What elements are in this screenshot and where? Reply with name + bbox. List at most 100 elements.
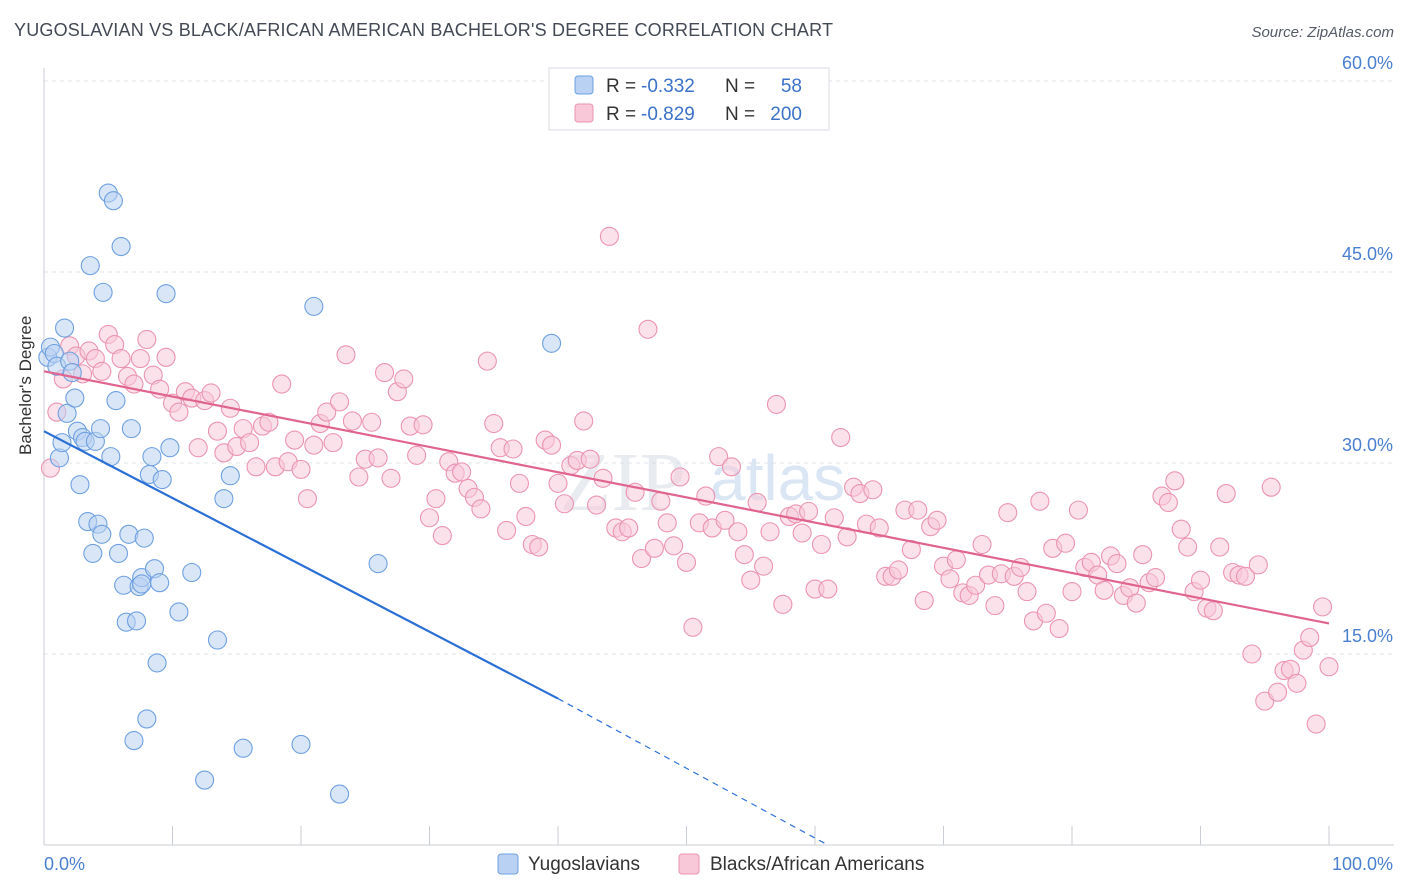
point-blacks [1133, 545, 1153, 565]
point-yugoslavians [195, 770, 215, 790]
point-blacks [1030, 491, 1050, 511]
x-tick-label-min: 0.0% [44, 854, 85, 874]
point-blacks [1242, 644, 1262, 664]
point-blacks [593, 468, 613, 488]
point-blacks [1261, 477, 1281, 497]
point-yugoslavians [111, 236, 131, 257]
point-blacks [1313, 597, 1333, 617]
point-blacks [471, 499, 491, 519]
point-blacks [998, 503, 1018, 523]
point-blacks [554, 494, 574, 514]
point-blacks [888, 560, 909, 580]
point-blacks [291, 459, 311, 479]
point-blacks [734, 545, 754, 565]
point-blacks [207, 421, 228, 441]
point-yugoslavians [83, 543, 103, 563]
point-blacks [741, 570, 761, 590]
point-blacks [548, 473, 568, 493]
point-blacks [92, 361, 112, 381]
point-blacks [1203, 601, 1223, 621]
point-blacks [1126, 593, 1146, 613]
point-blacks [869, 518, 889, 538]
point-blacks [766, 394, 787, 414]
point-blacks [329, 392, 350, 412]
point-blacks [169, 402, 189, 422]
point-blacks [477, 351, 497, 371]
point-blacks [940, 569, 960, 589]
point-blacks [285, 430, 305, 450]
point-blacks [374, 363, 395, 383]
point-blacks [426, 489, 446, 509]
point-yugoslavians [70, 475, 90, 495]
point-blacks [676, 552, 697, 572]
x-tick-label-max: 100.0% [1332, 854, 1393, 874]
point-blacks [1319, 657, 1339, 677]
point-blacks [586, 495, 607, 515]
point-blacks [1049, 618, 1069, 639]
point-yugoslavians [329, 784, 350, 804]
point-blacks [966, 575, 986, 595]
point-blacks [1062, 582, 1082, 602]
point-blacks [1017, 582, 1037, 602]
point-blacks [580, 449, 600, 469]
point-blacks [137, 329, 157, 350]
point-blacks [111, 349, 131, 369]
point-blacks [1056, 533, 1076, 553]
point-blacks [336, 345, 356, 365]
point-yugoslavians [124, 731, 144, 751]
point-blacks [156, 347, 176, 367]
point-blacks [631, 548, 652, 569]
point-blacks [419, 508, 440, 528]
point-yugoslavians [169, 602, 189, 622]
trendline-blacks [43, 370, 1330, 625]
point-yugoslavians [106, 391, 126, 411]
legend-r-label-1: R = [606, 76, 636, 97]
point-blacks [811, 534, 831, 555]
point-blacks [323, 433, 343, 453]
trendline-yugoslavians [43, 430, 559, 700]
point-blacks [946, 550, 966, 570]
point-blacks [1094, 580, 1114, 600]
point-blacks [130, 349, 150, 369]
point-yugoslavians [156, 284, 176, 304]
series-legend: Yugoslavians Blacks/African Americans [497, 853, 924, 875]
y-tick-label: 30.0% [1342, 435, 1393, 455]
point-blacks [1248, 555, 1268, 575]
point-yugoslavians [291, 734, 311, 754]
point-blacks [272, 374, 292, 394]
legend-r-value-2: -0.829 [641, 104, 695, 125]
point-blacks [1287, 673, 1307, 693]
y-tick-label: 15.0% [1342, 626, 1393, 646]
point-blacks [1306, 714, 1326, 734]
point-yugoslavians [108, 543, 129, 563]
point-blacks [1068, 500, 1088, 520]
point-yugoslavians [147, 653, 167, 673]
point-blacks [362, 412, 382, 432]
legend-n-value-2: 200 [770, 104, 802, 125]
point-blacks [407, 445, 427, 465]
point-blacks [484, 413, 504, 434]
point-yugoslavians [126, 611, 147, 631]
point-blacks [432, 526, 452, 546]
point-yugoslavians [207, 630, 228, 650]
point-blacks [1036, 603, 1056, 623]
point-blacks [1107, 554, 1127, 574]
point-blacks [497, 520, 517, 541]
point-yugoslavians [304, 296, 324, 316]
point-yugoslavians [57, 403, 77, 423]
point-blacks [542, 435, 562, 455]
point-blacks [747, 492, 767, 513]
point-blacks [201, 383, 221, 403]
point-blacks [721, 457, 742, 477]
point-blacks [754, 556, 774, 576]
point-blacks [709, 447, 729, 467]
point-blacks [715, 510, 735, 530]
point-blacks [1190, 570, 1211, 590]
legend-n-label-2: N = [725, 104, 755, 125]
point-blacks [985, 596, 1005, 616]
point-yugoslavians [150, 573, 170, 593]
series-legend-swatch-yugoslavians [497, 853, 519, 875]
point-blacks [349, 467, 369, 487]
point-yugoslavians [90, 419, 111, 439]
